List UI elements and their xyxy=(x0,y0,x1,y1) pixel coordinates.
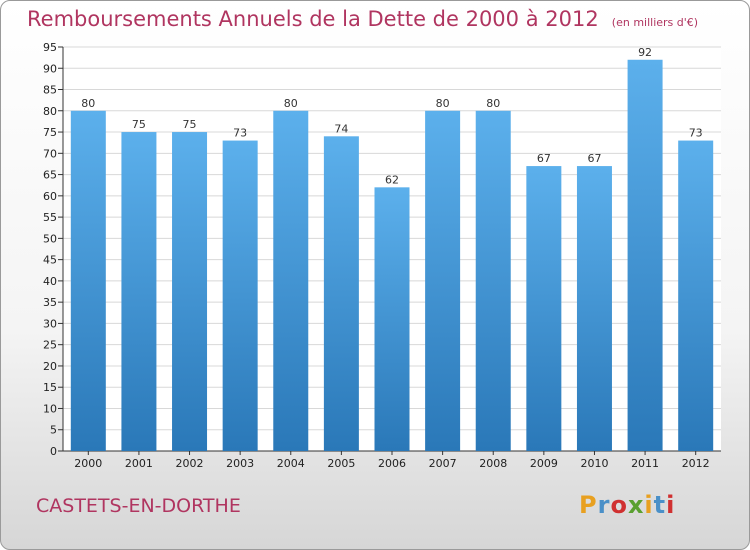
bar xyxy=(222,140,258,451)
x-tick-label: 2010 xyxy=(580,457,608,470)
title-main: Remboursements Annuels de la Dette de 20… xyxy=(27,7,599,31)
y-tick-label: 85 xyxy=(43,84,57,97)
bar-value-label: 80 xyxy=(436,97,450,110)
x-tick-label: 2003 xyxy=(226,457,254,470)
y-tick-label: 5 xyxy=(50,424,57,437)
bar xyxy=(475,110,511,451)
logo-letter: r xyxy=(597,491,611,519)
x-tick-label: 2012 xyxy=(682,457,710,470)
y-tick-label: 60 xyxy=(43,190,57,203)
bar xyxy=(425,110,461,451)
bar-value-label: 80 xyxy=(284,97,298,110)
bar-value-label: 73 xyxy=(689,127,703,140)
bar-value-label: 67 xyxy=(537,152,551,165)
y-tick-label: 55 xyxy=(43,211,57,224)
y-tick-label: 45 xyxy=(43,254,57,267)
logo-letter: o xyxy=(610,491,628,519)
x-tick-label: 2002 xyxy=(176,457,204,470)
logo-letter: x xyxy=(627,491,645,519)
x-tick-label: 2011 xyxy=(631,457,659,470)
bar xyxy=(526,166,562,452)
y-tick-label: 40 xyxy=(43,275,57,288)
x-tick-label: 2000 xyxy=(74,457,102,470)
y-tick-label: 80 xyxy=(43,105,57,118)
x-tick-label: 2008 xyxy=(479,457,507,470)
x-tick-label: 2004 xyxy=(277,457,305,470)
bar-value-label: 75 xyxy=(183,118,197,131)
bar xyxy=(627,59,663,451)
logo-letter: i xyxy=(644,491,654,519)
bar-value-label: 67 xyxy=(587,152,601,165)
bar xyxy=(172,132,208,452)
bar xyxy=(273,110,309,451)
y-tick-label: 50 xyxy=(43,232,57,245)
bar-value-label: 75 xyxy=(132,118,146,131)
bar-value-label: 74 xyxy=(334,122,348,135)
commune-name: CASTETS-EN-DORTHE xyxy=(36,495,241,517)
bar xyxy=(323,136,359,451)
y-tick-label: 20 xyxy=(43,360,57,373)
title-unit: (en milliers d'€) xyxy=(611,16,699,29)
x-tick-label: 2005 xyxy=(327,457,355,470)
y-tick-label: 75 xyxy=(43,126,57,139)
chart-title: Remboursements Annuels de la Dette de 20… xyxy=(27,7,698,31)
y-tick-label: 95 xyxy=(43,41,57,54)
y-tick-label: 70 xyxy=(43,147,57,160)
y-tick-label: 15 xyxy=(43,381,57,394)
bar xyxy=(576,166,612,452)
logo-letter: P xyxy=(579,491,598,519)
bar xyxy=(121,132,157,452)
bar-value-label: 62 xyxy=(385,173,399,186)
logo-letter: i xyxy=(666,491,676,519)
bar-value-label: 80 xyxy=(81,97,95,110)
y-tick-label: 30 xyxy=(43,317,57,330)
bar-value-label: 73 xyxy=(233,127,247,140)
x-tick-label: 2006 xyxy=(378,457,406,470)
y-tick-label: 10 xyxy=(43,402,57,415)
bar xyxy=(70,110,106,451)
y-tick-label: 25 xyxy=(43,339,57,352)
x-tick-label: 2009 xyxy=(530,457,558,470)
bar xyxy=(678,140,714,451)
bar-value-label: 92 xyxy=(638,46,652,59)
y-tick-label: 90 xyxy=(43,62,57,75)
x-tick-label: 2007 xyxy=(429,457,457,470)
y-tick-label: 0 xyxy=(50,445,57,458)
bar xyxy=(374,187,410,451)
x-tick-label: 2001 xyxy=(125,457,153,470)
y-tick-label: 35 xyxy=(43,296,57,309)
proxiti-logo: Proxiti xyxy=(579,491,675,519)
bar-value-label: 80 xyxy=(486,97,500,110)
logo-letter: t xyxy=(653,491,667,519)
y-tick-label: 65 xyxy=(43,169,57,182)
